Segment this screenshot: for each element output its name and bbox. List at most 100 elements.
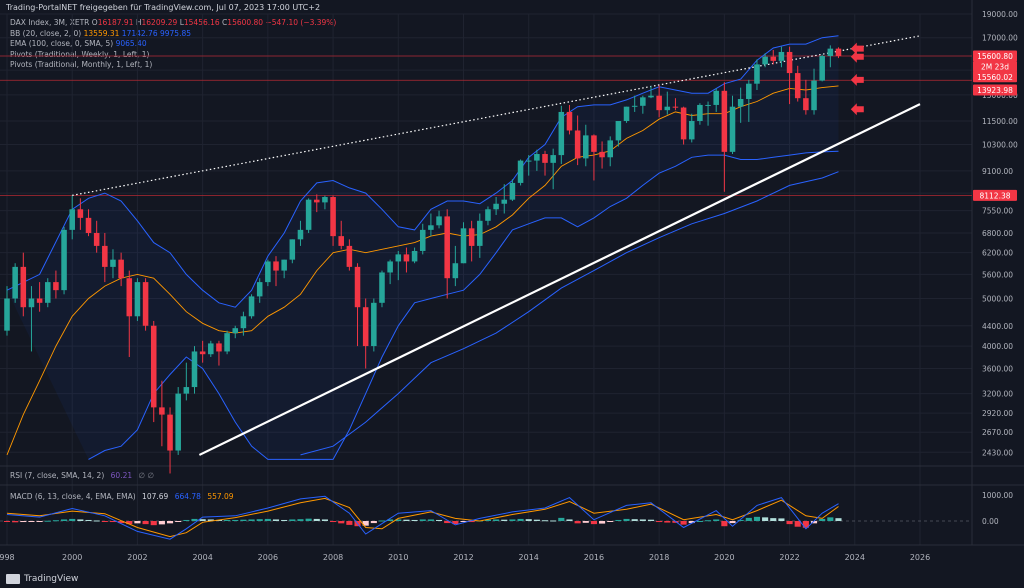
macd-histogram-bar — [387, 519, 394, 521]
macd-histogram-bar — [109, 521, 117, 523]
macd-histogram-bar — [289, 519, 296, 521]
candle-body — [289, 239, 296, 260]
candle-body — [803, 98, 809, 111]
candle-body — [501, 199, 508, 204]
macd-histogram-bar — [427, 519, 434, 521]
candle-body — [199, 351, 206, 355]
macd-histogram-bar — [656, 521, 663, 523]
macd-histogram-bar — [256, 519, 263, 521]
candle-body — [12, 266, 18, 299]
candle-body — [28, 298, 35, 308]
x-tick-label: 2008 — [323, 553, 343, 562]
candle-body — [737, 99, 744, 107]
candle-body — [126, 278, 133, 317]
price-tag-label: 8112.38 — [979, 191, 1010, 200]
candle-body — [232, 328, 239, 334]
price-tag-bg — [973, 71, 1017, 83]
candle-body — [615, 121, 622, 141]
macd-histogram-bar — [126, 521, 133, 525]
candle-body — [85, 217, 92, 233]
candle-body — [664, 106, 671, 111]
candle-body — [444, 216, 450, 279]
legend-value: C — [219, 18, 228, 27]
macd-histogram-bar — [680, 521, 687, 525]
y-tick-label: 2920.00 — [982, 409, 1013, 418]
candle-body — [574, 130, 581, 159]
macd-histogram-bar — [786, 521, 793, 525]
ema-line — [300, 171, 839, 456]
candle-body — [69, 209, 75, 230]
macd-histogram-bar — [85, 519, 92, 521]
legend-value: 15456.16 — [183, 18, 220, 27]
macd-histogram-bar — [44, 520, 51, 522]
macd-histogram-bar — [77, 519, 84, 521]
candle-body — [599, 151, 605, 158]
candle-body — [77, 209, 84, 218]
price-tag-bg — [973, 189, 1017, 201]
macd-histogram-bar — [338, 521, 345, 524]
macd-histogram-bar — [623, 518, 630, 521]
candle-body — [688, 121, 695, 140]
candle-body — [835, 48, 842, 57]
macd-legend-macd: 664.78 — [174, 492, 201, 501]
legend-value: L — [177, 18, 184, 27]
candle-body — [167, 414, 173, 451]
candle-body — [387, 261, 393, 273]
x-tick-label: 2024 — [845, 553, 865, 562]
candle-body — [811, 80, 817, 111]
candle-body — [460, 228, 467, 264]
macd-histogram-bar — [558, 517, 565, 521]
candle-body — [623, 106, 630, 122]
candle-body — [346, 245, 353, 267]
candle-body — [607, 140, 614, 158]
y-tick-label: 17000.00 — [982, 34, 1018, 43]
candle-body — [216, 343, 222, 352]
macd-histogram-bar — [819, 518, 826, 521]
macd-histogram-bar — [346, 521, 353, 525]
macd-histogram-bar — [745, 517, 752, 521]
macd-histogram-bar — [305, 518, 312, 521]
macd-legend-hist: 107.69 — [142, 492, 169, 501]
rsi-legend-value: 60.21 — [110, 471, 133, 480]
candle-body — [248, 296, 255, 317]
macd-histogram-bar — [444, 521, 451, 524]
candle-body — [640, 97, 646, 106]
candle-body — [583, 135, 589, 159]
candle-body — [819, 56, 825, 81]
candle-body — [452, 263, 459, 279]
candle-body — [20, 266, 27, 308]
candle-body — [550, 155, 556, 163]
macd-histogram-bar — [647, 519, 655, 521]
macd-line — [6, 495, 839, 540]
macd-histogram-bar — [20, 521, 27, 523]
candle-body — [680, 107, 687, 140]
candle-body — [493, 203, 499, 210]
macd-histogram-bar — [737, 519, 744, 521]
candle-body — [110, 259, 116, 267]
candle-body — [150, 325, 157, 408]
macd-histogram-bar — [142, 521, 149, 525]
y-tick-label: 3200.00 — [982, 390, 1013, 399]
macd-histogram-bar — [248, 519, 255, 521]
macd-legend: MACD (6, 13, close, 4, EMA, EMA) 107.69 … — [10, 492, 234, 501]
candle-body — [53, 282, 59, 291]
candle-body — [558, 111, 565, 156]
macd-histogram-bar — [794, 521, 801, 527]
macd-histogram-bar — [599, 521, 606, 524]
macd-histogram-bar — [810, 521, 818, 524]
candle-body — [485, 209, 491, 221]
candle-body — [371, 302, 377, 347]
legend-name: EMA (100, close, 0, SMA, 5) — [10, 39, 116, 48]
candle-body — [656, 95, 662, 111]
candle-body — [240, 316, 247, 329]
legend-row: Pivots (Traditional, Monthly, 1, Left, 1… — [10, 60, 336, 71]
tradingview-logo[interactable]: TradingView — [6, 574, 78, 584]
candle-body — [305, 199, 312, 230]
x-tick-label: 2022 — [779, 553, 799, 562]
macd-histogram-bar — [435, 519, 443, 521]
macd-axis-label: 1000.00 — [982, 491, 1013, 500]
macd-axis-label: 0.00 — [982, 517, 999, 526]
macd-histogram-bar — [517, 518, 524, 521]
y-tick-label: 9100.00 — [982, 167, 1013, 176]
